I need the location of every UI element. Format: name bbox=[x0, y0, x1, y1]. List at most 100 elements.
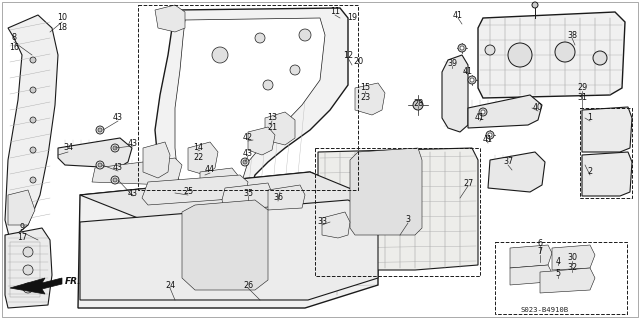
Circle shape bbox=[111, 144, 119, 152]
Text: 33: 33 bbox=[317, 218, 327, 226]
Polygon shape bbox=[248, 127, 275, 155]
Circle shape bbox=[30, 177, 36, 183]
Circle shape bbox=[96, 161, 104, 169]
Text: 15: 15 bbox=[360, 84, 370, 93]
Polygon shape bbox=[58, 138, 132, 168]
Circle shape bbox=[255, 33, 265, 43]
Text: 28: 28 bbox=[413, 99, 423, 108]
Text: 42: 42 bbox=[243, 133, 253, 143]
Text: 8: 8 bbox=[12, 33, 17, 42]
Circle shape bbox=[111, 176, 119, 184]
Circle shape bbox=[488, 133, 492, 137]
Polygon shape bbox=[478, 12, 625, 98]
Text: 24: 24 bbox=[165, 280, 175, 290]
Text: 43: 43 bbox=[128, 138, 138, 147]
Polygon shape bbox=[510, 265, 552, 285]
Text: 43: 43 bbox=[128, 189, 138, 197]
Polygon shape bbox=[582, 107, 632, 152]
Bar bbox=[315, 148, 480, 276]
Text: 14: 14 bbox=[193, 144, 203, 152]
Circle shape bbox=[479, 108, 487, 116]
Text: 22: 22 bbox=[193, 152, 203, 161]
Text: 39: 39 bbox=[447, 58, 457, 68]
Polygon shape bbox=[80, 172, 378, 222]
Polygon shape bbox=[488, 152, 545, 192]
Text: 43: 43 bbox=[113, 164, 123, 173]
Polygon shape bbox=[175, 18, 325, 192]
Circle shape bbox=[299, 29, 311, 41]
Polygon shape bbox=[510, 245, 552, 268]
Text: FR.: FR. bbox=[65, 277, 81, 286]
Circle shape bbox=[460, 46, 464, 50]
Text: 7: 7 bbox=[538, 248, 543, 256]
Text: 21: 21 bbox=[267, 122, 277, 131]
Circle shape bbox=[96, 126, 104, 134]
Circle shape bbox=[290, 65, 300, 75]
Polygon shape bbox=[78, 172, 378, 308]
Text: 18: 18 bbox=[57, 23, 67, 32]
Circle shape bbox=[23, 265, 33, 275]
Circle shape bbox=[458, 44, 466, 52]
Text: 27: 27 bbox=[463, 179, 473, 188]
Polygon shape bbox=[552, 245, 595, 270]
Text: 20: 20 bbox=[353, 57, 363, 66]
Polygon shape bbox=[155, 5, 185, 32]
Polygon shape bbox=[188, 142, 218, 175]
Text: 5: 5 bbox=[556, 269, 561, 278]
Text: 9: 9 bbox=[19, 224, 24, 233]
Text: 44: 44 bbox=[205, 166, 215, 174]
Text: 32: 32 bbox=[567, 263, 577, 271]
Bar bbox=[138, 5, 358, 190]
Text: 16: 16 bbox=[9, 42, 19, 51]
Circle shape bbox=[485, 45, 495, 55]
Text: 25: 25 bbox=[183, 188, 193, 197]
Polygon shape bbox=[468, 95, 542, 128]
Text: 23: 23 bbox=[360, 93, 370, 101]
Circle shape bbox=[468, 76, 476, 84]
Polygon shape bbox=[143, 142, 170, 178]
Circle shape bbox=[470, 78, 474, 82]
Text: 38: 38 bbox=[567, 31, 577, 40]
Polygon shape bbox=[355, 83, 385, 115]
Polygon shape bbox=[582, 152, 632, 196]
Text: 40: 40 bbox=[533, 103, 543, 113]
Text: 10: 10 bbox=[57, 13, 67, 23]
Text: 36: 36 bbox=[273, 194, 283, 203]
Text: S023-B4910B: S023-B4910B bbox=[521, 307, 569, 313]
Circle shape bbox=[532, 2, 538, 8]
Circle shape bbox=[113, 146, 117, 150]
Text: 31: 31 bbox=[577, 93, 587, 101]
Text: 1: 1 bbox=[588, 114, 593, 122]
Circle shape bbox=[593, 51, 607, 65]
Polygon shape bbox=[442, 55, 468, 132]
Text: 2: 2 bbox=[588, 167, 593, 176]
Text: 41: 41 bbox=[483, 136, 493, 145]
Text: 11: 11 bbox=[330, 8, 340, 17]
Polygon shape bbox=[80, 200, 378, 300]
Text: 12: 12 bbox=[343, 50, 353, 60]
Polygon shape bbox=[268, 185, 305, 210]
Text: 19: 19 bbox=[347, 12, 357, 21]
Circle shape bbox=[23, 283, 33, 293]
Polygon shape bbox=[318, 148, 478, 270]
Circle shape bbox=[555, 42, 575, 62]
Text: 41: 41 bbox=[453, 11, 463, 19]
Text: 43: 43 bbox=[243, 149, 253, 158]
Text: 6: 6 bbox=[538, 239, 543, 248]
Text: 13: 13 bbox=[267, 114, 277, 122]
Circle shape bbox=[30, 87, 36, 93]
Text: 41: 41 bbox=[475, 114, 485, 122]
Circle shape bbox=[30, 117, 36, 123]
Polygon shape bbox=[350, 148, 422, 235]
Text: 35: 35 bbox=[243, 189, 253, 197]
Circle shape bbox=[413, 100, 423, 110]
Text: 17: 17 bbox=[17, 233, 27, 241]
Polygon shape bbox=[222, 183, 272, 210]
Polygon shape bbox=[182, 200, 268, 290]
Polygon shape bbox=[155, 8, 348, 198]
Circle shape bbox=[241, 158, 249, 166]
Polygon shape bbox=[322, 212, 350, 238]
Bar bbox=[495, 242, 627, 314]
Text: 4: 4 bbox=[556, 257, 561, 266]
Text: 43: 43 bbox=[113, 114, 123, 122]
